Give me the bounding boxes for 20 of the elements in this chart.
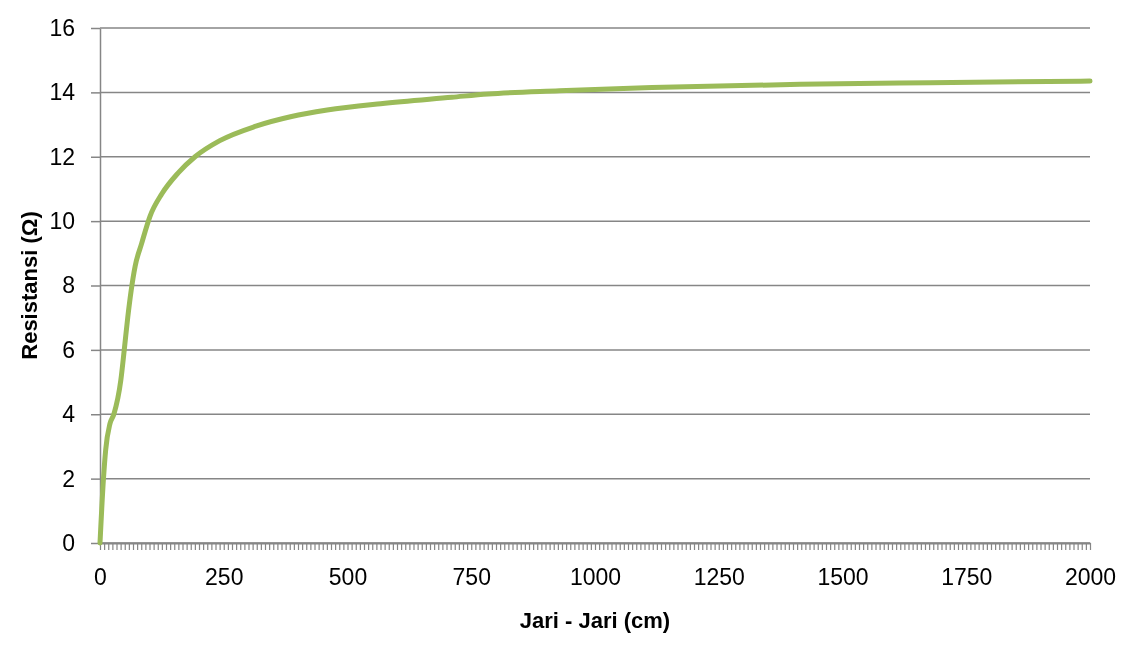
x-tick-label: 0 [94, 564, 107, 591]
y-tick-label: 12 [49, 143, 75, 170]
x-axis-title: Jari - Jari (cm) [519, 608, 671, 633]
y-tick-label: 0 [62, 529, 75, 556]
y-tick-label: 4 [62, 401, 76, 428]
x-tick-label: 1750 [941, 564, 993, 591]
y-tick-label: 8 [62, 272, 75, 299]
y-tick-label: 10 [49, 207, 75, 234]
x-tick-label: 1500 [817, 564, 869, 591]
x-tick-label: 1250 [693, 564, 745, 591]
x-tick-label: 750 [452, 564, 491, 591]
x-tick-label: 2000 [1064, 564, 1117, 591]
y-tick-label: 16 [49, 14, 75, 41]
y-tick-label: 6 [62, 336, 75, 363]
x-tick-label: 500 [328, 564, 368, 591]
x-tick-label: 250 [205, 564, 244, 591]
y-tick-label: 2 [62, 465, 75, 492]
y-axis-title: Resistansi (Ω) [17, 211, 42, 360]
x-tick-label: 1000 [569, 564, 622, 591]
y-tick-label: 14 [49, 79, 76, 106]
